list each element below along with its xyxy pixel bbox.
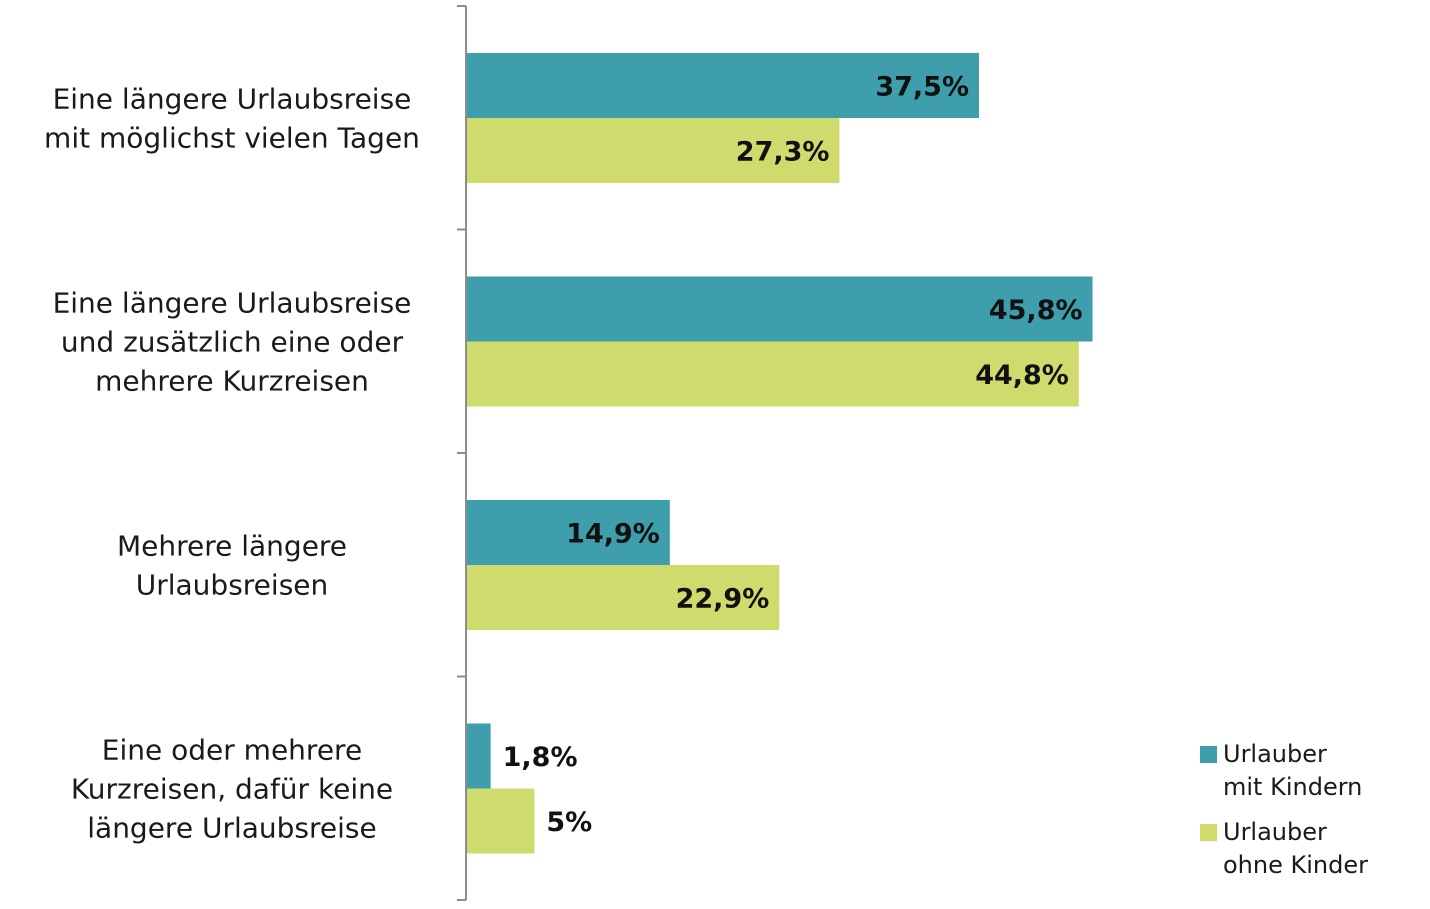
data-label: 27,3% (736, 137, 830, 168)
data-label: 14,9% (566, 519, 660, 550)
category-label: Eine längere Urlaubsreise und zusätzlich … (53, 287, 412, 398)
legend-swatch (1200, 824, 1217, 841)
bar (466, 53, 979, 118)
legend-label: Urlauber ohne Kinder (1223, 818, 1368, 879)
legend-label: Urlauber mit Kindern (1223, 740, 1362, 801)
data-label: 37,5% (875, 72, 969, 103)
category-labels: Eine längere Urlaubsreise mit möglichst v… (44, 83, 420, 845)
category-label: Eine oder mehrere Kurzreisen, dafür keine… (71, 734, 393, 845)
bars-group: 37,5% 27,3% 45,8% 44,8% 14,9% 22,9% 1,8% 5% (466, 53, 1093, 854)
bar (466, 500, 670, 565)
bar (466, 341, 1079, 407)
category-label: Eine längere Urlaubsreise mit möglichst v… (44, 83, 420, 155)
legend: Urlauber mit Kindern Urlauber ohne Kinder (1200, 740, 1368, 879)
data-label: 44,8% (975, 360, 1069, 391)
bar (466, 723, 491, 789)
bar (466, 118, 840, 183)
data-label: 22,9% (676, 584, 770, 615)
bar (466, 565, 780, 630)
bar (466, 788, 535, 854)
data-label: 5% (546, 807, 592, 838)
bar (466, 276, 1093, 342)
category-axis (457, 5, 467, 901)
category-label: Mehrere längere Urlaubsreisen (117, 530, 347, 602)
data-label: 45,8% (989, 295, 1083, 326)
legend-swatch (1200, 746, 1217, 763)
data-label: 1,8% (503, 742, 578, 773)
